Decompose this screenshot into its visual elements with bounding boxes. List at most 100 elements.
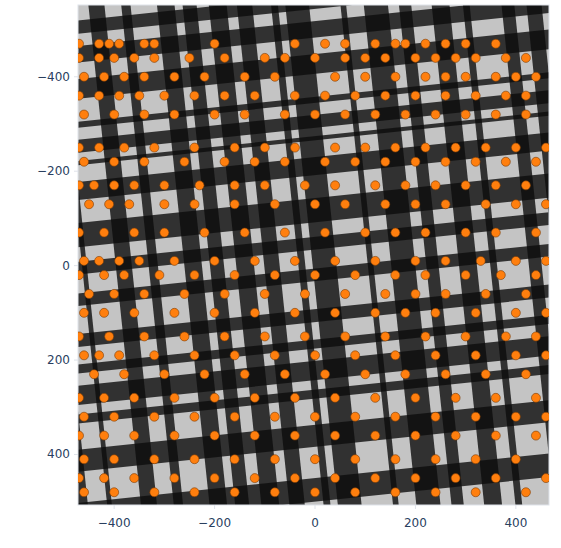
y-tick-label: 400 — [47, 447, 70, 461]
point — [150, 53, 159, 62]
point — [120, 72, 129, 81]
point — [431, 412, 440, 421]
point — [441, 72, 450, 81]
point — [471, 488, 480, 497]
point — [95, 53, 104, 62]
point — [331, 393, 340, 402]
point — [85, 200, 94, 209]
point — [521, 91, 530, 100]
point — [210, 256, 219, 265]
point — [511, 200, 520, 209]
point — [311, 53, 320, 62]
point — [321, 370, 330, 379]
point — [78, 39, 84, 48]
point — [521, 488, 530, 497]
point — [100, 474, 109, 483]
point — [461, 181, 470, 190]
point — [120, 143, 129, 152]
point — [270, 488, 279, 497]
point — [461, 39, 470, 48]
x-tick-label: −400 — [98, 516, 131, 530]
point — [80, 110, 89, 119]
point — [78, 332, 84, 341]
point — [461, 271, 470, 280]
point — [140, 72, 149, 81]
point — [361, 53, 370, 62]
point — [461, 72, 470, 81]
point — [411, 474, 420, 483]
point — [78, 181, 84, 190]
point — [110, 53, 119, 62]
point — [341, 200, 350, 209]
y-tick — [74, 265, 78, 266]
point — [511, 256, 520, 265]
point — [130, 181, 139, 190]
point — [501, 157, 510, 166]
point — [391, 39, 400, 48]
point — [190, 200, 199, 209]
point — [431, 455, 440, 464]
point — [290, 256, 299, 265]
y-tick-label: −200 — [37, 164, 70, 178]
point — [210, 308, 219, 317]
point — [491, 72, 500, 81]
point — [100, 308, 109, 317]
point — [160, 370, 169, 379]
point — [471, 53, 480, 62]
point — [190, 351, 199, 360]
point — [230, 143, 239, 152]
point — [140, 39, 149, 48]
point — [451, 143, 460, 152]
point — [521, 110, 530, 119]
point — [331, 431, 340, 440]
point — [280, 110, 289, 119]
point — [411, 53, 420, 62]
point — [190, 271, 199, 280]
point — [541, 256, 549, 265]
y-tick — [74, 171, 78, 172]
point — [140, 110, 149, 119]
point — [501, 53, 510, 62]
point — [100, 271, 109, 280]
stripe — [78, 23, 549, 109]
y-tick-label: 0 — [62, 259, 70, 273]
x-tick-label: −200 — [198, 516, 231, 530]
point — [311, 455, 320, 464]
point — [361, 143, 370, 152]
point — [371, 181, 380, 190]
point — [441, 91, 450, 100]
point — [250, 91, 259, 100]
point — [210, 393, 219, 402]
point — [441, 370, 450, 379]
point — [110, 488, 119, 497]
point — [421, 332, 430, 341]
x-tick-label: 200 — [404, 516, 427, 530]
point — [391, 488, 400, 497]
point — [381, 332, 390, 341]
point — [491, 181, 500, 190]
point — [240, 370, 249, 379]
point — [78, 53, 84, 62]
y-tick-label: 200 — [47, 353, 70, 367]
point — [190, 455, 199, 464]
stripe — [78, 204, 549, 283]
point — [130, 308, 139, 317]
point — [185, 53, 194, 62]
point — [250, 157, 259, 166]
point — [250, 393, 259, 402]
point — [411, 91, 420, 100]
point — [78, 228, 84, 237]
point — [150, 351, 159, 360]
point — [351, 91, 360, 100]
point — [421, 271, 430, 280]
point — [95, 256, 104, 265]
point — [210, 39, 219, 48]
point — [511, 412, 520, 421]
point — [115, 39, 124, 48]
point — [230, 488, 239, 497]
point — [170, 474, 179, 483]
point — [78, 271, 84, 280]
point — [481, 370, 490, 379]
point — [170, 308, 179, 317]
point — [280, 228, 289, 237]
